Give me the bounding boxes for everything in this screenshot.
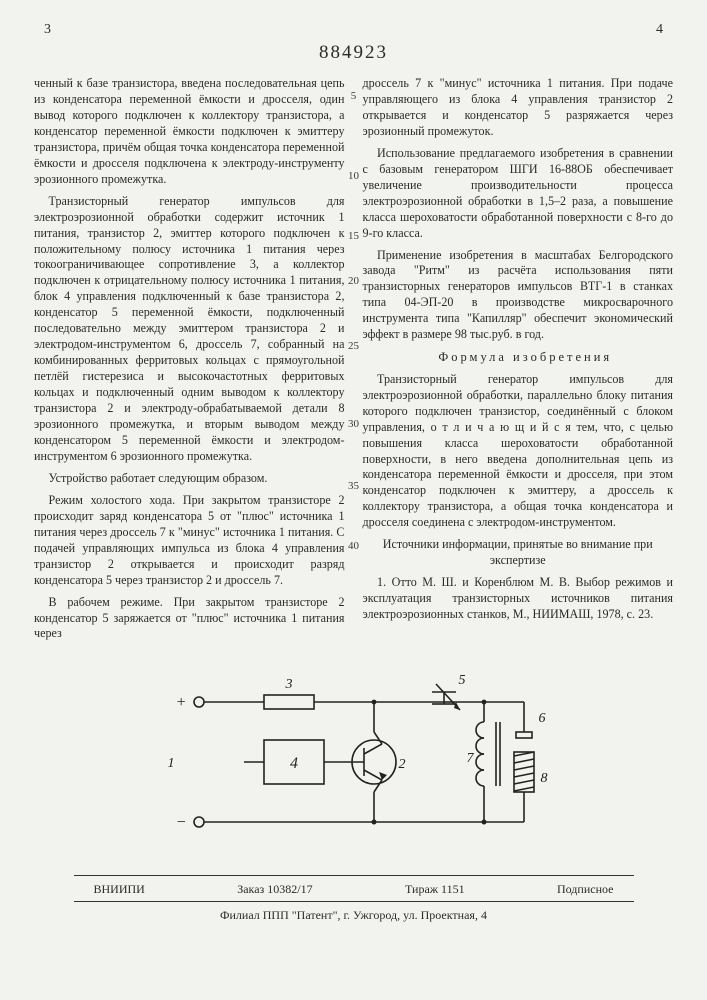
svg-text:−: − [175, 814, 186, 831]
paragraph: Устройство работает следующим образом. [34, 471, 345, 487]
paragraph: Режим холостого хода. При закрытом транз… [34, 493, 345, 589]
page-number-right: 4 [656, 22, 663, 38]
footer-org: ВНИИПИ [94, 882, 145, 897]
line-number: 30 [344, 418, 364, 430]
divider [74, 901, 634, 902]
circuit-diagram: + − 1 3 5 6 8 7 2 4 [34, 662, 673, 867]
paragraph: Транзисторный генератор импульсов для эл… [34, 194, 345, 465]
paragraph: Применение изобретения в масштабах Белго… [363, 248, 674, 344]
page-footer: ВНИИПИ Заказ 10382/17 Тираж 1151 Подписн… [34, 875, 673, 923]
source-item: 1. Отто М. Ш. и Коренблюм М. В. Выбор ре… [363, 575, 674, 623]
footer-sign: Подписное [557, 882, 614, 897]
divider [74, 875, 634, 876]
svg-text:2: 2 [398, 757, 405, 772]
footer-address: Филиал ППП "Патент", г. Ужгород, ул. Про… [34, 908, 673, 923]
formula-heading: Формула изобретения [363, 349, 674, 366]
line-number: 20 [344, 275, 364, 287]
text-columns: ченный к базе транзистора, введена после… [34, 76, 673, 648]
svg-text:4: 4 [290, 755, 298, 772]
svg-text:+: + [175, 694, 186, 711]
line-number: 40 [344, 540, 364, 552]
footer-order: Заказ 10382/17 [237, 882, 312, 897]
svg-text:3: 3 [284, 677, 292, 692]
paragraph: ченный к базе транзистора, введена после… [34, 76, 345, 188]
line-number: 10 [344, 170, 364, 182]
line-number: 5 [344, 90, 364, 102]
page-number-left: 3 [44, 22, 51, 38]
svg-text:8: 8 [540, 771, 547, 786]
line-number: 35 [344, 480, 364, 492]
page-header: 3 4 [44, 22, 663, 38]
right-column: дроссель 7 к "минус" источника 1 питания… [363, 76, 674, 648]
left-column: ченный к базе транзистора, введена после… [34, 76, 345, 648]
line-number: 25 [344, 340, 364, 352]
paragraph: дроссель 7 к "минус" источника 1 питания… [363, 76, 674, 140]
paragraph: Использование предлагаемого изобретения … [363, 146, 674, 242]
paragraph: Транзисторный генератор импульсов для эл… [363, 372, 674, 532]
svg-text:1: 1 [167, 756, 174, 771]
svg-text:7: 7 [466, 751, 474, 766]
svg-text:5: 5 [458, 673, 465, 688]
line-number: 15 [344, 230, 364, 242]
sources-heading: Источники информации, принятые во вниман… [363, 537, 674, 569]
document-id: 884923 [34, 42, 673, 64]
footer-tirazh: Тираж 1151 [405, 882, 465, 897]
svg-text:6: 6 [538, 711, 545, 726]
paragraph: В рабочем режиме. При закрытом транзисто… [34, 595, 345, 643]
